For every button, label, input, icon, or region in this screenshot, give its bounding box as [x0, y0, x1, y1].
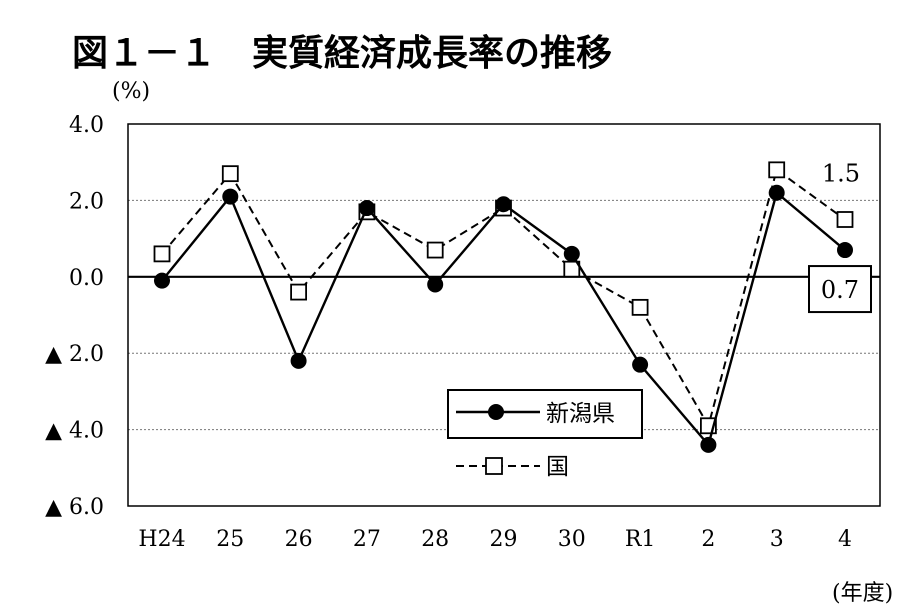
x-tick-label: 26 — [285, 527, 313, 552]
data-point-niigata — [358, 200, 375, 217]
data-point-niigata — [495, 196, 512, 213]
legend-marker-national — [485, 457, 503, 475]
annotation-box — [808, 265, 872, 314]
x-axis-unit: (年度) — [832, 581, 893, 606]
data-point-national — [221, 165, 239, 183]
series-line-national — [161, 168, 846, 429]
legend-label-niigata: 新潟県 — [546, 401, 615, 427]
data-point-niigata — [700, 436, 717, 453]
y-axis-ticks: 4.0 2.0 0.0 ▲ 2.0 ▲ 4.0 ▲ 6.0 — [45, 113, 104, 520]
data-point-national — [153, 245, 171, 263]
x-tick-label: 4 — [838, 527, 852, 552]
legend-label-national: 国 — [546, 454, 569, 480]
x-axis-ticks: H24 25 26 27 28 29 30 R1 2 3 4 — [138, 527, 852, 552]
data-point-niigata — [222, 188, 239, 205]
data-point-national — [290, 283, 308, 301]
legend-box — [447, 389, 643, 439]
y-tick-label: 0.0 — [69, 266, 104, 291]
x-tick-label: 25 — [216, 527, 244, 552]
data-point-national — [836, 211, 854, 228]
data-point-national — [768, 161, 786, 179]
legend-marker-niigata — [488, 404, 504, 420]
data-point-national — [631, 298, 649, 316]
x-tick-label: 29 — [490, 527, 518, 552]
y-tick-label: ▲ 2.0 — [45, 342, 104, 367]
x-tick-label: 2 — [701, 527, 715, 552]
x-tick-label: 27 — [353, 527, 381, 552]
annotation-label: 1.5 — [822, 160, 860, 188]
data-point-niigata — [768, 184, 785, 201]
x-tick-label: H24 — [138, 527, 185, 552]
x-tick-label: 3 — [770, 527, 784, 552]
x-tick-label: 28 — [421, 527, 449, 552]
data-point-niigata — [563, 245, 580, 262]
series-layer — [153, 161, 854, 453]
y-tick-label: 2.0 — [69, 189, 104, 214]
y-axis-unit: (%) — [112, 79, 150, 104]
data-point-niigata — [632, 356, 649, 373]
y-tick-label: 4.0 — [69, 113, 104, 138]
x-tick-label: R1 — [625, 527, 656, 552]
chart-title: 図１－１ 実質経済成長率の推移 — [72, 33, 612, 74]
annotation-layer: 1.5 0.7 — [808, 160, 872, 314]
y-tick-label: ▲ 4.0 — [45, 419, 104, 444]
data-point-niigata — [290, 352, 307, 369]
data-point-niigata — [427, 276, 444, 293]
x-tick-label: 30 — [558, 527, 586, 552]
data-point-niigata — [154, 272, 170, 289]
y-tick-label: ▲ 6.0 — [45, 495, 104, 520]
annotation-label: 0.7 — [821, 276, 859, 304]
data-point-niigata — [837, 242, 853, 259]
data-point-national — [426, 241, 444, 259]
plot-frame — [127, 123, 881, 507]
